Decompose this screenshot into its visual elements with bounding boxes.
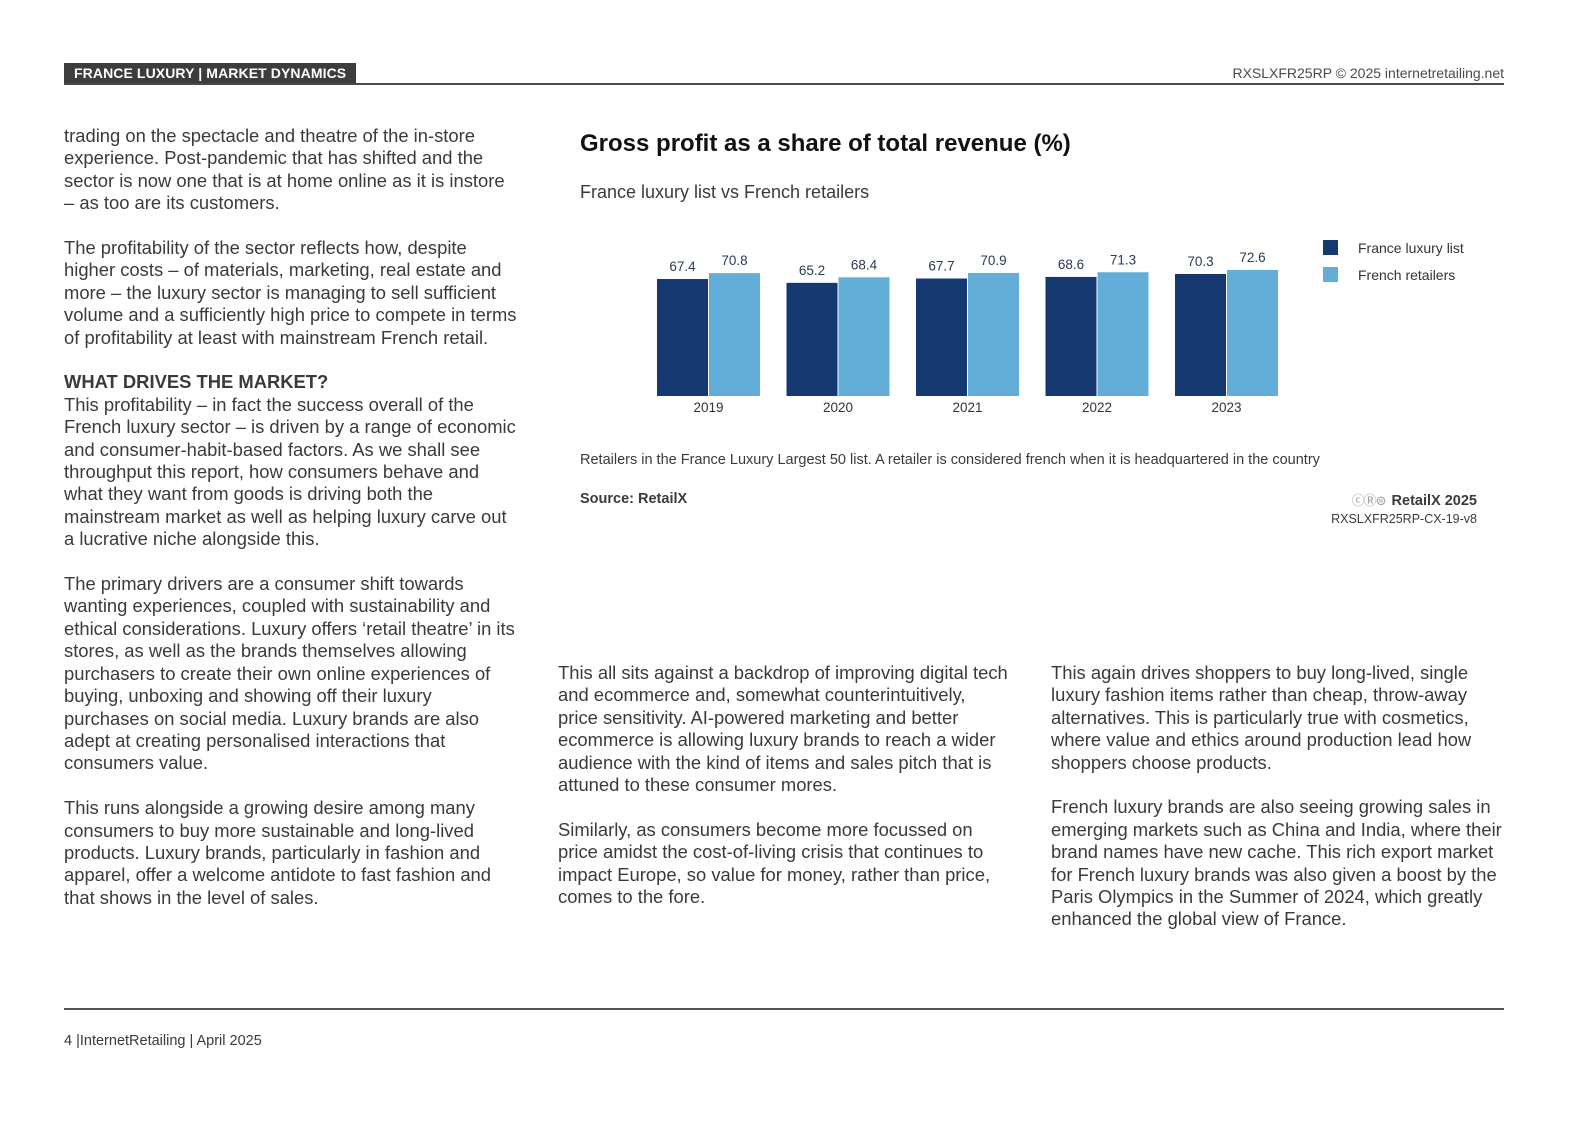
report-code: RXSLXFR25RP © 2025 internetretailing.net bbox=[1232, 65, 1504, 81]
bar-luxury-2021 bbox=[916, 278, 967, 396]
bar-chart: 67.4 70.8 2019 65.2 68.4 2020 67.7 70.9 2021 68.6… bbox=[657, 250, 1278, 415]
legend-swatch-retailers bbox=[1323, 267, 1338, 282]
data-label: 65.2 bbox=[799, 263, 825, 278]
chart-source: Source: RetailX bbox=[580, 491, 688, 507]
cc-by-nd-icon: ⓒⓇ⊜ bbox=[1351, 493, 1387, 508]
chart-legend: France luxury list French retailers bbox=[1323, 234, 1464, 288]
legend-swatch-luxury bbox=[1323, 240, 1338, 255]
legend-item: France luxury list bbox=[1323, 234, 1464, 261]
bar-retailers-2020 bbox=[838, 277, 890, 396]
bar-luxury-2020 bbox=[786, 282, 838, 396]
paragraph: The profitability of the sector reflects… bbox=[64, 237, 517, 348]
data-label: 71.3 bbox=[1110, 252, 1136, 267]
text-column-1: trading on the spectacle and theatre of … bbox=[64, 125, 519, 909]
footer-text: 4 |InternetRetailing | April 2025 bbox=[64, 1033, 262, 1049]
data-label: 67.7 bbox=[928, 259, 954, 274]
data-label: 68.6 bbox=[1058, 257, 1084, 272]
x-tick-label: 2020 bbox=[823, 400, 853, 415]
x-tick-label: 2021 bbox=[952, 400, 982, 415]
data-label: 68.4 bbox=[851, 257, 878, 272]
data-label: 70.3 bbox=[1187, 254, 1213, 269]
paragraph: This runs alongside a growing desire amo… bbox=[64, 797, 492, 908]
chart-title: Gross profit as a share of total revenue… bbox=[580, 130, 1071, 157]
chart-subtitle: France luxury list vs French retailers bbox=[580, 182, 870, 202]
legend-label: French retailers bbox=[1358, 266, 1456, 283]
bar-retailers-2022 bbox=[1097, 272, 1149, 396]
data-label: 70.9 bbox=[980, 253, 1006, 268]
paragraph: French luxury brands are also seeing gro… bbox=[1051, 796, 1502, 930]
header-divider bbox=[64, 83, 1504, 85]
data-label: 72.6 bbox=[1239, 250, 1265, 265]
x-tick-label: 2019 bbox=[693, 400, 723, 415]
text-column-3: This again drives shoppers to buy long-l… bbox=[1051, 662, 1506, 931]
section-tag: FRANCE LUXURY | MARKET DYNAMICS bbox=[64, 63, 357, 84]
bar-luxury-2022 bbox=[1045, 276, 1097, 396]
paragraph: trading on the spectacle and theatre of … bbox=[64, 125, 505, 214]
bar-retailers-2019 bbox=[709, 273, 760, 396]
legend-label: France luxury list bbox=[1358, 239, 1464, 256]
footer-divider bbox=[64, 1008, 1504, 1010]
text-column-2: This all sits against a backdrop of impr… bbox=[558, 662, 1008, 908]
x-tick-label: 2023 bbox=[1211, 400, 1241, 415]
paragraph: This all sits against a backdrop of impr… bbox=[558, 662, 1008, 796]
data-label: 70.8 bbox=[721, 253, 747, 268]
paragraph: Similarly, as consumers become more focu… bbox=[558, 818, 991, 908]
credit-text: RetailX 2025 bbox=[1391, 493, 1477, 509]
paragraph: This profitability – in fact the success… bbox=[64, 393, 516, 550]
chart-credit: ⓒⓇ⊜ RetailX 2025 bbox=[1352, 490, 1477, 509]
data-label: 67.4 bbox=[669, 259, 696, 274]
bar-retailers-2021 bbox=[968, 272, 1019, 396]
x-tick-label: 2022 bbox=[1082, 400, 1112, 415]
bar-retailers-2023 bbox=[1227, 270, 1278, 396]
section-heading: WHAT DRIVES THE MARKET? bbox=[64, 371, 329, 393]
paragraph: This again drives shoppers to buy long-l… bbox=[1051, 662, 1472, 773]
legend-item: French retailers bbox=[1323, 261, 1464, 288]
bar-luxury-2023 bbox=[1175, 273, 1226, 396]
paragraph: The primary drivers are a consumer shift… bbox=[64, 573, 515, 774]
chart-note: Retailers in the France Luxury Largest 5… bbox=[580, 452, 1320, 468]
bar-luxury-2019 bbox=[657, 279, 708, 396]
chart-code: RXSLXFR25RP-CX-19-v8 bbox=[1331, 512, 1477, 526]
